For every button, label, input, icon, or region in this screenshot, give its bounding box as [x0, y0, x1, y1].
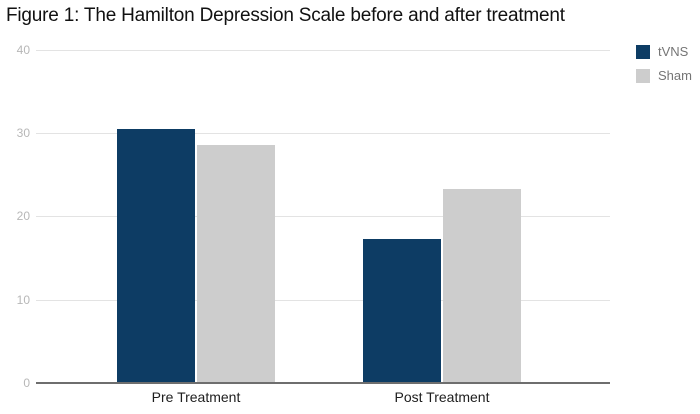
legend-swatch-sham — [636, 68, 650, 83]
y-tick-label-0: 0 — [23, 376, 30, 390]
y-tick-label-30: 30 — [16, 125, 30, 140]
bar-sham-pre-treatment — [197, 144, 275, 383]
legend-label-sham: Sham — [658, 68, 692, 83]
figure-title: Figure 1: The Hamilton Depression Scale … — [6, 5, 565, 26]
bar-tvns-pre-treatment — [117, 128, 195, 383]
x-axis-label-pre-treatment: Pre Treatment — [151, 389, 241, 405]
bar-sham-post-treatment — [443, 188, 521, 383]
y-tick-label-20: 20 — [16, 209, 30, 224]
gridline-10 — [36, 299, 610, 301]
y-tick-label-10: 10 — [16, 292, 30, 307]
legend-item-tvns: tVNS — [636, 44, 688, 59]
gridline-30 — [36, 132, 610, 134]
legend-item-sham: Sham — [636, 68, 692, 83]
gridline-20 — [36, 216, 610, 218]
bar-tvns-post-treatment — [363, 238, 441, 383]
gridline-0 — [36, 382, 610, 384]
legend-label-tvns: tVNS — [658, 44, 689, 59]
gridline-40 — [36, 49, 610, 51]
legend-swatch-tvns — [636, 44, 650, 59]
y-tick-label-40: 40 — [16, 42, 30, 57]
x-axis-label-post-treatment: Post Treatment — [394, 389, 490, 405]
